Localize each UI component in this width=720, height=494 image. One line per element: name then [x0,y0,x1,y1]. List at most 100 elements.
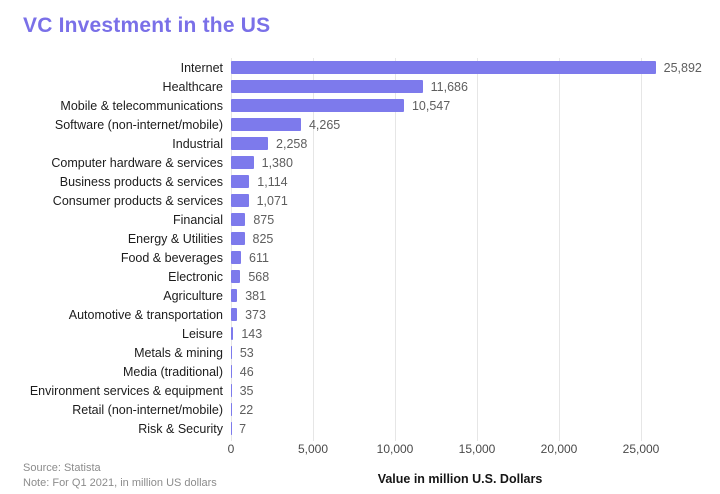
chart-row: Electronic 568 [0,267,720,286]
x-tick-label: 0 [227,442,235,456]
footnote: Note: For Q1 2021, in million US dollars [23,477,217,489]
gridline [559,58,560,441]
category-label: Automotive & transportation [68,307,223,322]
value-label: 1,071 [256,193,288,208]
x-axis-ticks: 0 5,000 10,000 15,000 20,000 25,000 [0,442,720,458]
bar [231,80,423,93]
category-label: Software (non-internet/mobile) [54,117,223,132]
category-label: Financial [172,212,223,227]
category-label: Retail (non-internet/mobile) [72,402,223,417]
x-tick-label: 20,000 [540,442,578,456]
value-label: 25,892 [663,60,702,75]
x-tick-label: 5,000 [297,442,329,456]
value-label: 568 [248,269,270,284]
chart-row: Leisure 143 [0,324,720,343]
category-label: Healthcare [162,79,223,94]
chart-row: Retail (non-internet/mobile) 22 [0,400,720,419]
category-label: Metals & mining [134,345,223,360]
chart-row: Agriculture 381 [0,286,720,305]
category-label: Computer hardware & services [51,155,223,170]
category-label: Leisure [182,326,223,341]
category-label: Industrial [172,136,223,151]
bar [231,365,232,378]
gridline [395,58,396,441]
x-tick-label: 15,000 [458,442,496,456]
bar [231,251,242,264]
footer: Source: Statista Note: For Q1 2021, in m… [23,461,217,491]
category-label: Business products & services [59,174,223,189]
category-label: Food & beverages [120,250,223,265]
chart-row: Energy & Utilities 825 [0,229,720,248]
bar [231,61,656,74]
value-label: 4,265 [308,117,341,132]
plot-area: Internet 25,892 Healthcare 11,686 Mobile & t… [0,58,720,460]
value-label: 7 [239,421,247,436]
bar [231,289,238,302]
chart-row: Food & beverages 611 [0,248,720,267]
value-label: 10,547 [411,98,451,113]
value-label: 611 [249,250,269,265]
chart-row: Mobile & telecommunications 10,547 [0,96,720,115]
chart-row: Healthcare 11,686 [0,77,720,96]
bar [231,384,232,397]
bar [231,99,404,112]
chart-row: Industrial 2,258 [0,134,720,153]
value-label: 825 [252,231,274,246]
value-label: 143 [241,326,263,341]
gridline [477,58,478,441]
value-label: 11,686 [430,79,468,94]
category-label: Risk & Security [138,421,223,436]
value-label: 2,258 [276,136,308,151]
gridline [641,58,642,441]
bar [231,118,301,131]
value-label: 22 [239,402,254,417]
bar [231,327,234,340]
chart-row: Business products & services 1,114 [0,172,720,191]
value-label: 1,114 [257,174,288,189]
value-label: 875 [253,212,275,227]
value-label: 46 [239,364,254,379]
bar [231,156,254,169]
category-label: Energy & Utilities [127,231,223,246]
value-label: 1,380 [261,155,293,170]
x-tick-label: 25,000 [622,442,660,456]
bar [231,308,238,321]
chart-row: Media (traditional) 46 [0,362,720,381]
source-note: Source: Statista [23,462,101,474]
bar [231,213,246,226]
bar [231,137,269,150]
category-label: Mobile & telecommunications [60,98,223,113]
category-label: Media (traditional) [122,364,223,379]
value-label: 35 [239,383,254,398]
gridlines [231,58,651,441]
bar-rows: Internet 25,892 Healthcare 11,686 Mobile & t… [0,58,720,438]
value-label: 53 [239,345,254,360]
gridline [231,58,232,441]
category-label: Internet [180,60,223,75]
bar [231,175,250,188]
chart-row: Metals & mining 53 [0,343,720,362]
category-label: Agriculture [163,288,223,303]
category-label: Environment services & equipment [29,383,223,398]
category-label: Consumer products & services [52,193,223,208]
chart-row: Computer hardware & services 1,380 [0,153,720,172]
chart-row: Consumer products & services 1,071 [0,191,720,210]
bar [231,270,241,283]
category-label: Electronic [168,269,223,284]
value-label: 381 [245,288,267,303]
chart-row: Financial 875 [0,210,720,229]
bar [231,194,249,207]
chart-title: VC Investment in the US [23,14,271,37]
x-axis-title: Value in million U.S. Dollars [377,472,543,486]
bar [231,232,245,245]
chart-row: Software (non-internet/mobile) 4,265 [0,115,720,134]
bar [231,346,232,359]
chart-row: Risk & Security 7 [0,419,720,438]
chart-row: Automotive & transportation 373 [0,305,720,324]
gridline [313,58,314,441]
x-tick-label: 10,000 [376,442,414,456]
value-label: 373 [245,307,266,322]
chart-row: Environment services & equipment 35 [0,381,720,400]
chart-row: Internet 25,892 [0,58,720,77]
